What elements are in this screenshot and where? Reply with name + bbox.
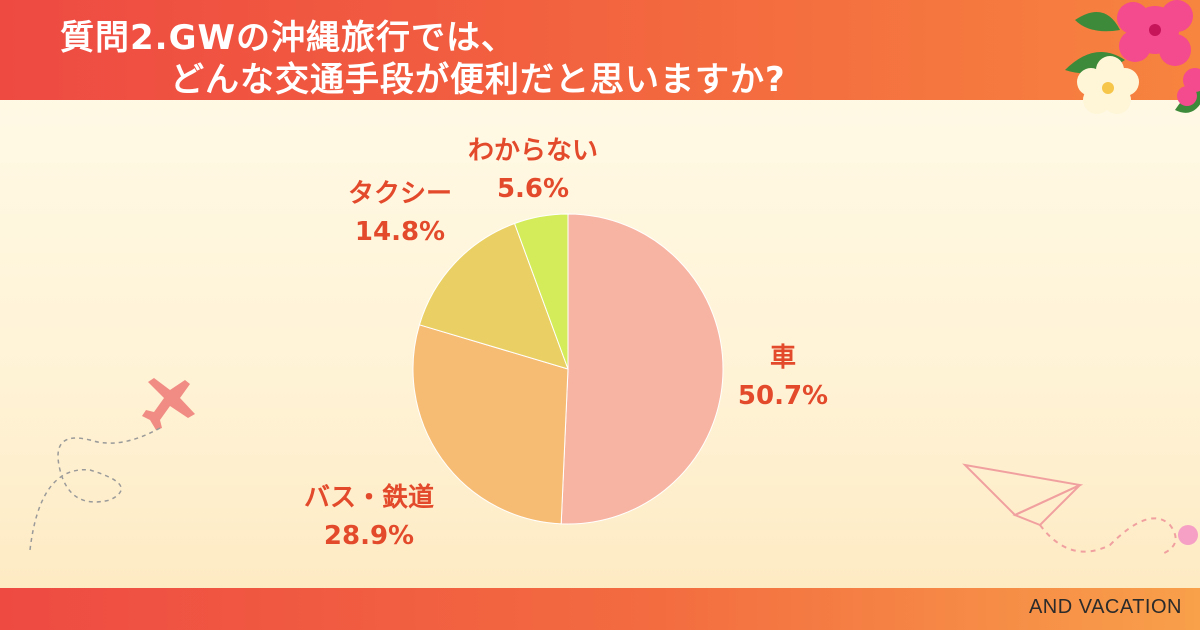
label-taxi: タクシー 14.8% bbox=[348, 175, 452, 251]
pie-slice-unknown bbox=[513, 213, 569, 370]
label-unknown-name: わからない bbox=[467, 136, 599, 166]
title-line-1: 質問2.GWの沖縄旅行では、 bbox=[60, 18, 516, 58]
label-bus-rail-name: バス・鉄道 bbox=[303, 483, 435, 513]
label-bus-rail-value: 28.9% bbox=[323, 521, 415, 551]
header-banner: 質問2.GWの沖縄旅行では、 どんな交通手段が便利だと思いますか? bbox=[0, 0, 1200, 100]
label-unknown: わからない 5.6% bbox=[468, 132, 598, 208]
label-taxi-name: タクシー bbox=[347, 179, 453, 209]
pie-slice-car bbox=[560, 213, 724, 525]
title-line-2: どんな交通手段が便利だと思いますか? bbox=[170, 60, 786, 100]
label-car-value: 50.7% bbox=[737, 381, 829, 411]
paper-plane-icon bbox=[962, 463, 1198, 556]
label-bus-rail: バス・鉄道 28.9% bbox=[304, 479, 434, 555]
label-taxi-value: 14.8% bbox=[354, 217, 446, 247]
airplane-icon bbox=[29, 378, 195, 551]
pie-slice-bus-rail bbox=[412, 324, 569, 525]
footer-banner: AND VACATION bbox=[0, 588, 1200, 630]
brand-label: AND VACATION bbox=[1028, 596, 1182, 618]
hibiscus-icon bbox=[1065, 0, 1200, 114]
label-unknown-value: 5.6% bbox=[496, 174, 570, 204]
label-car: 車 50.7% bbox=[738, 339, 828, 415]
label-car-name: 車 bbox=[769, 343, 797, 373]
pie-slice-taxi bbox=[418, 222, 569, 370]
